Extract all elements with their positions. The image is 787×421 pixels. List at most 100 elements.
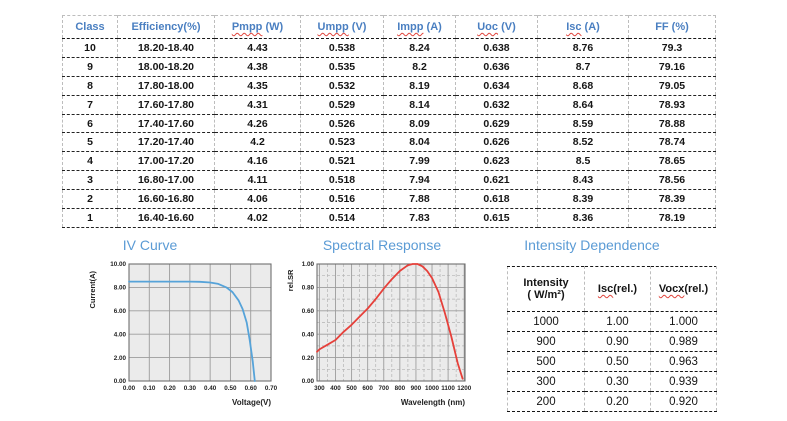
svg-text:4.00: 4.00 — [114, 331, 127, 338]
column-header-impp: Impp (A) — [383, 15, 456, 39]
svg-text:600: 600 — [362, 385, 373, 392]
svg-text:400: 400 — [330, 385, 341, 392]
table-row: 1 16.40-16.60 4.02 0.514 7.83 0.615 8.36 78.19 — [62, 208, 716, 228]
table-cell: 16.80-17.00 — [117, 170, 215, 191]
column-header-intensity: Intensity( W/m²) — [507, 266, 585, 312]
table-cell: 1.00 — [584, 311, 651, 332]
table-cell: 0.514 — [300, 208, 384, 228]
table-cell: 78.93 — [628, 95, 716, 115]
table-cell: 0.538 — [300, 38, 384, 58]
misspelled-word: Vocx — [658, 283, 685, 295]
table-cell: 17.00-17.20 — [117, 151, 215, 172]
table-cell: 4.31 — [214, 95, 301, 115]
table-cell: 0.535 — [300, 57, 384, 77]
table-cell: 0.920 — [650, 391, 717, 412]
svg-text:800: 800 — [395, 385, 406, 392]
svg-text:Voltage(V): Voltage(V) — [232, 398, 271, 407]
svg-text:0.20: 0.20 — [302, 355, 315, 362]
table-cell: 8.76 — [537, 38, 629, 58]
svg-text:0.70: 0.70 — [265, 385, 278, 392]
table-cell: 500 — [507, 351, 585, 372]
misspelled-word: Isc — [566, 21, 582, 33]
header-line: Intensity — [523, 277, 569, 289]
table-cell: 1 — [62, 208, 118, 228]
svg-text:1000: 1000 — [425, 385, 440, 392]
table-cell: 0.50 — [584, 351, 651, 372]
column-header-pmpp: Pmpp (W) — [214, 15, 301, 39]
table-cell: 4.43 — [214, 38, 301, 58]
column-header-uoc: Uoc (V) — [455, 15, 538, 39]
svg-text:2.00: 2.00 — [114, 355, 127, 362]
misspelled-word: Uoc — [477, 21, 499, 33]
svg-text:Current(A): Current(A) — [88, 270, 97, 308]
table-cell: 79.16 — [628, 57, 716, 77]
svg-text:0.40: 0.40 — [302, 331, 315, 338]
table-cell: 0.521 — [300, 151, 384, 172]
table-row: 4 17.00-17.20 4.16 0.521 7.99 0.623 8.5 78.65 — [62, 151, 716, 172]
table-cell: 0.618 — [455, 189, 538, 210]
table-cell: 0.615 — [455, 208, 538, 228]
svg-text:1100: 1100 — [441, 385, 455, 392]
table-cell: 0.20 — [584, 391, 651, 412]
table-row: 300 0.30 0.939 — [507, 371, 717, 392]
table-cell: 0.629 — [455, 114, 538, 134]
svg-text:0.00: 0.00 — [114, 378, 127, 385]
column-header-isc: Isc(rel.) — [584, 266, 651, 312]
svg-text:300: 300 — [314, 385, 325, 392]
column-header-isc: Isc (A) — [537, 15, 629, 39]
misspelled-word: Pmpp — [231, 21, 263, 33]
intensity-dependence-title: Intensity Dependence — [524, 237, 660, 253]
table-cell: 4.26 — [214, 114, 301, 134]
svg-text:0.60: 0.60 — [302, 308, 315, 315]
iv-curve-chart: 0.00 2.00 4.00 6.00 8.00 10.00 0.00 0.10 0.20 0.3… — [85, 257, 280, 417]
table-cell: 4.11 — [214, 170, 301, 191]
table-cell: 6 — [62, 114, 118, 134]
misspelled-word: Impp — [397, 21, 424, 33]
table-cell: 8.39 — [537, 189, 629, 210]
table-cell: 0.632 — [455, 95, 538, 115]
table-cell: 0.526 — [300, 114, 384, 134]
table-cell: 4.06 — [214, 189, 301, 210]
table-row: 5 17.20-17.40 4.2 0.523 8.04 0.626 8.52 78.74 — [62, 132, 716, 153]
svg-text:0.00: 0.00 — [123, 385, 136, 392]
table-cell: 8.2 — [383, 57, 456, 77]
svg-text:10.00: 10.00 — [110, 261, 126, 268]
table-cell: 78.88 — [628, 114, 716, 134]
svg-text:0.60: 0.60 — [245, 385, 258, 392]
table-cell: 1.000 — [650, 311, 717, 332]
table-cell: 0.623 — [455, 151, 538, 172]
table-cell: 17.40-17.60 — [117, 114, 215, 134]
table-cell: 7.88 — [383, 189, 456, 210]
svg-text:900: 900 — [411, 385, 422, 392]
table-cell: 8.09 — [383, 114, 456, 134]
table-cell: 7.94 — [383, 170, 456, 191]
table-cell: 78.39 — [628, 189, 716, 210]
table-cell: 0.90 — [584, 331, 651, 352]
table-cell: 78.56 — [628, 170, 716, 191]
column-header-vocx: Vocx(rel.) — [650, 266, 717, 312]
table-cell: 18.00-18.20 — [117, 57, 215, 77]
table-cell: 8.52 — [537, 132, 629, 153]
table-cell: 8.36 — [537, 208, 629, 228]
table-row: 9 18.00-18.20 4.38 0.535 8.2 0.636 8.7 79.16 — [62, 57, 716, 77]
svg-text:0.50: 0.50 — [224, 385, 237, 392]
table-cell: 8.43 — [537, 170, 629, 191]
table-cell: 0.626 — [455, 132, 538, 153]
svg-text:0.10: 0.10 — [143, 385, 156, 392]
svg-text:500: 500 — [346, 385, 357, 392]
table-cell: 300 — [507, 371, 585, 392]
table-cell: 0.636 — [455, 57, 538, 77]
column-header-efficiency: Efficiency(%) — [117, 15, 215, 39]
table-cell: 78.74 — [628, 132, 716, 153]
svg-text:0.30: 0.30 — [184, 385, 197, 392]
column-header-umpp: Umpp (V) — [300, 15, 384, 39]
efficiency-class-table: Class Efficiency(%) Pmpp (W) Umpp (V) Impp (… — [62, 15, 716, 228]
table-cell: 0.621 — [455, 170, 538, 191]
table-cell: 17.20-17.40 — [117, 132, 215, 153]
table-cell: 8.04 — [383, 132, 456, 153]
table-cell: 16.60-16.80 — [117, 189, 215, 210]
table-cell: 4.02 — [214, 208, 301, 228]
table-cell: 78.65 — [628, 151, 716, 172]
table-cell: 0.634 — [455, 76, 538, 96]
iv-curve-title: IV Curve — [122, 237, 178, 253]
